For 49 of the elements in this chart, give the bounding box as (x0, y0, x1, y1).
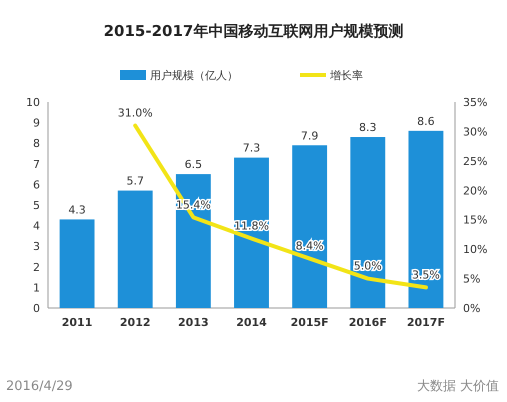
y-tick-label: 4 (33, 220, 40, 233)
y-tick-label: 2 (33, 260, 40, 274)
y-tick-label: 6 (33, 178, 40, 192)
data-label: 8.6 (417, 114, 435, 128)
y-tick-label: 10 (26, 96, 40, 109)
x-tick-label: 2016F (348, 316, 387, 329)
data-label: 7.9 (300, 129, 318, 142)
y2-tick-label: 30% (463, 125, 488, 138)
x-tick-label: 2011 (62, 316, 92, 329)
legend-label: 增长率 (329, 69, 363, 82)
data-label: 5.0% (354, 260, 382, 273)
text: 2016/4/29 (6, 379, 73, 394)
data-label: 11.8% (234, 220, 269, 233)
data-label: 31.0% (118, 106, 153, 120)
bar (60, 219, 95, 308)
y-tick-label: 3 (33, 240, 40, 254)
bar (408, 130, 444, 308)
bar (118, 190, 153, 308)
data-label: 3.5% (412, 268, 440, 282)
y-tick-label: 5 (33, 199, 40, 212)
x-tick-label: 2017F (406, 316, 445, 329)
data-label: 6.5 (184, 158, 202, 172)
y2-tick-label: 15% (463, 214, 488, 227)
y-tick-label: 1 (33, 281, 40, 294)
y2-tick-label: 20% (463, 184, 488, 198)
text: 大数据 大价值 (416, 379, 499, 394)
x-tick-label: 2012 (120, 316, 151, 329)
bar (234, 158, 269, 308)
y2-tick-label: 35% (463, 96, 488, 109)
y2-tick-label: 5% (463, 272, 480, 286)
chart-title: 2015-2017年中国移动互联网用户规模预测 (104, 22, 404, 40)
bar (292, 145, 328, 308)
y-tick-label: 8 (33, 137, 40, 150)
y-tick-label: 7 (33, 158, 40, 171)
y2-tick-label: 25% (463, 154, 488, 168)
y2-tick-label: 10% (463, 243, 488, 256)
data-label: 5.7 (126, 174, 144, 188)
y2-tick-label: 0% (463, 302, 480, 315)
data-label: 4.3 (68, 203, 86, 216)
x-tick-label: 2013 (178, 316, 209, 329)
y-tick-label: 0 (33, 302, 40, 315)
y-tick-label: 9 (33, 116, 40, 130)
data-label: 7.3 (242, 142, 260, 155)
x-tick-label: 2015F (290, 316, 329, 329)
x-tick-label: 2014 (236, 316, 268, 329)
data-label: 8.3 (359, 121, 377, 134)
data-label: 8.4% (296, 240, 324, 253)
bar (350, 137, 386, 308)
legend-label: 用户规模（亿人） (150, 69, 238, 82)
